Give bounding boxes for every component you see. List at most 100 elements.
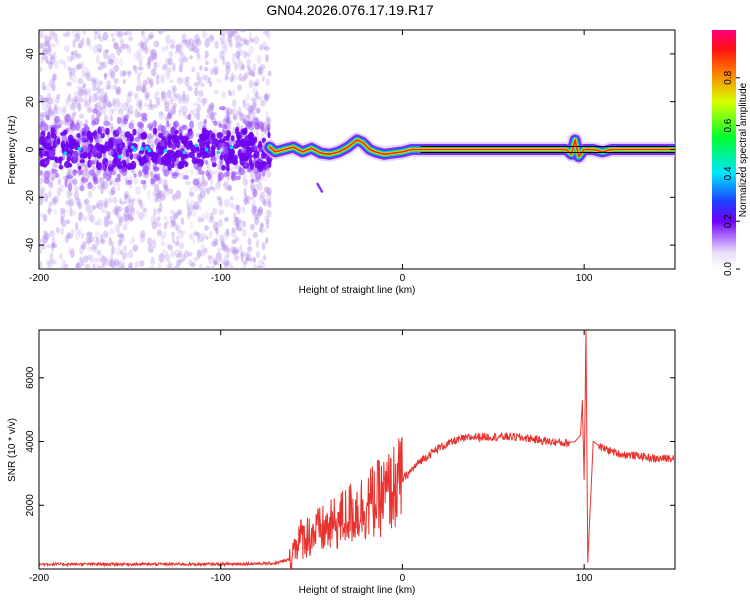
heatmap-peak-spot	[147, 148, 152, 153]
heatmap-blob	[47, 149, 55, 158]
heatmap-blob	[126, 179, 133, 185]
heatmap-noise-speckle	[139, 84, 146, 92]
heatmap-noise-speckle	[108, 259, 113, 267]
heatmap-noise-speckle	[185, 76, 190, 81]
colorbar-label: Normalized spectral amplitude	[738, 82, 749, 217]
heatmap-noise-speckle	[80, 244, 84, 249]
heatmap-noise-speckle	[123, 207, 130, 212]
heatmap-noise-speckle	[141, 30, 146, 40]
heatmap-noise-speckle	[194, 87, 199, 97]
heatmap-noise-speckle	[263, 199, 269, 204]
heatmap-noise-speckle	[153, 208, 157, 217]
heatmap-blob	[171, 138, 179, 144]
heatmap-noise-speckle	[248, 45, 254, 55]
heatmap-blob	[166, 149, 174, 155]
heatmap-blob	[174, 129, 179, 135]
heatmap-noise-speckle	[267, 201, 272, 206]
heatmap-noise-speckle	[47, 46, 52, 53]
heatmap-noise-speckle	[113, 77, 118, 84]
heatmap-noise-speckle	[193, 201, 200, 210]
heatmap-noise-speckle	[134, 260, 139, 269]
heatmap-noise-speckle	[153, 183, 160, 193]
heatmap-noise-speckle	[262, 30, 268, 35]
heatmap-noise-speckle	[39, 249, 42, 254]
heatmap-noise-speckle	[121, 262, 126, 269]
heatmap-noise-speckle	[97, 265, 101, 269]
heatmap-noise-speckle	[123, 195, 130, 204]
heatmap-noise-speckle	[60, 215, 64, 225]
heatmap-noise-speckle	[110, 189, 115, 195]
heatmap-noise-speckle	[69, 71, 73, 80]
heatmap-noise-speckle	[93, 262, 99, 269]
heatmap-noise-speckle	[116, 46, 121, 56]
heatmap-noise-speckle	[113, 41, 118, 50]
heatmap-noise-speckle	[162, 63, 168, 70]
heatmap-noise-speckle	[160, 90, 165, 96]
heatmap-noise-speckle	[47, 106, 52, 113]
heatmap-noise-speckle	[178, 66, 184, 73]
heatmap-blob	[196, 153, 202, 158]
heatmap-noise-speckle	[210, 264, 215, 269]
heatmap-noise-speckle	[109, 258, 116, 268]
heatmap-noise-speckle	[204, 248, 208, 255]
heatmap-noise-speckle	[83, 216, 87, 222]
heatmap-noise-speckle	[97, 65, 103, 71]
heatmap-noise-speckle	[152, 238, 156, 249]
heatmap-noise-speckle	[231, 30, 235, 38]
heatmap-blob	[171, 134, 175, 141]
heatmap-blob	[39, 150, 43, 157]
heatmap-noise-speckle	[166, 243, 170, 249]
heatmap-blob	[100, 163, 106, 171]
heatmap-noise-speckle	[249, 223, 255, 231]
heatmap-blob	[39, 136, 46, 146]
heatmap-noise-speckle	[174, 49, 179, 55]
heatmap-blob	[160, 155, 166, 164]
heatmap-noise-speckle	[234, 236, 240, 242]
heatmap-noise-speckle	[102, 49, 109, 60]
heatmap-noise-speckle	[168, 57, 173, 66]
heatmap-noise-speckle	[123, 211, 130, 218]
heatmap-noise-speckle	[77, 63, 83, 70]
heatmap-noise-speckle	[47, 43, 51, 54]
heatmap-noise-speckle	[101, 255, 107, 266]
heatmap-noise-speckle	[95, 257, 102, 263]
heatmap-noise-speckle	[109, 52, 116, 63]
heatmap-noise-speckle	[175, 248, 181, 258]
heatmap-noise-speckle	[119, 200, 126, 206]
heatmap-blob	[252, 188, 258, 198]
heatmap-noise-speckle	[256, 250, 260, 259]
heatmap-noise-speckle	[195, 48, 200, 54]
heatmap-noise-speckle	[43, 49, 47, 58]
heatmap-noise-speckle	[245, 254, 249, 262]
heatmap-noise-speckle	[175, 43, 182, 52]
heatmap-noise-speckle	[240, 30, 246, 33]
heatmap-noise-speckle	[117, 260, 123, 269]
heatmap-noise-speckle	[86, 37, 90, 46]
heatmap-noise-speckle	[126, 93, 132, 103]
heatmap-noise-speckle	[78, 113, 85, 119]
heatmap-noise-speckle	[250, 97, 256, 103]
heatmap-noise-speckle	[39, 177, 44, 184]
heatmap-blob	[109, 170, 117, 176]
heatmap-noise-speckle	[205, 211, 209, 220]
heatmap-blob	[78, 165, 82, 171]
heatmap-noise-speckle	[40, 243, 46, 250]
heatmap-blob	[219, 154, 224, 161]
heatmap-noise-speckle	[77, 77, 84, 85]
heatmap-noise-speckle	[114, 30, 120, 38]
heatmap-noise-speckle	[86, 107, 93, 113]
heatmap-noise-speckle	[209, 185, 215, 191]
y-tick-label: -20	[25, 190, 36, 205]
heatmap-noise-speckle	[173, 212, 179, 220]
heatmap-noise-speckle	[192, 238, 196, 244]
heatmap-noise-speckle	[98, 107, 103, 115]
heatmap-blob	[230, 135, 235, 142]
heatmap-noise-speckle	[63, 263, 69, 269]
heatmap-noise-speckle	[216, 195, 222, 201]
heatmap-noise-speckle	[250, 183, 255, 191]
heatmap-noise-speckle	[150, 215, 156, 225]
heatmap-noise-speckle	[75, 197, 81, 207]
heatmap-noise-speckle	[255, 239, 260, 248]
heatmap-noise-speckle	[96, 43, 103, 53]
heatmap-noise-speckle	[237, 49, 243, 56]
